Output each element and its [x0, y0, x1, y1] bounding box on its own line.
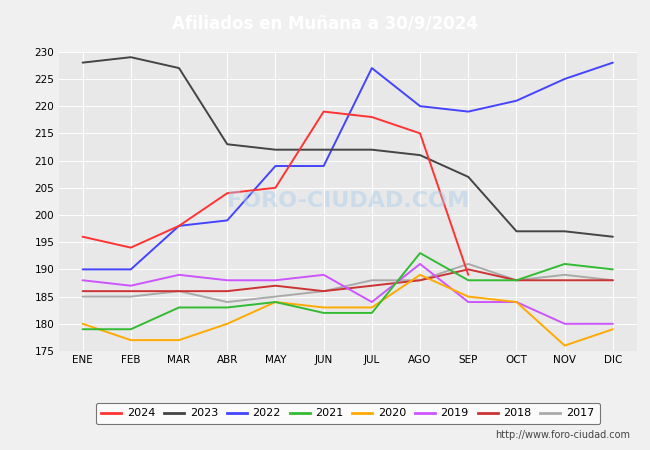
Text: FORO-CIUDAD.COM: FORO-CIUDAD.COM: [227, 191, 469, 212]
Text: Afiliados en Muñana a 30/9/2024: Afiliados en Muñana a 30/9/2024: [172, 14, 478, 33]
Text: http://www.foro-ciudad.com: http://www.foro-ciudad.com: [495, 430, 630, 440]
Legend: 2024, 2023, 2022, 2021, 2020, 2019, 2018, 2017: 2024, 2023, 2022, 2021, 2020, 2019, 2018…: [96, 403, 600, 424]
